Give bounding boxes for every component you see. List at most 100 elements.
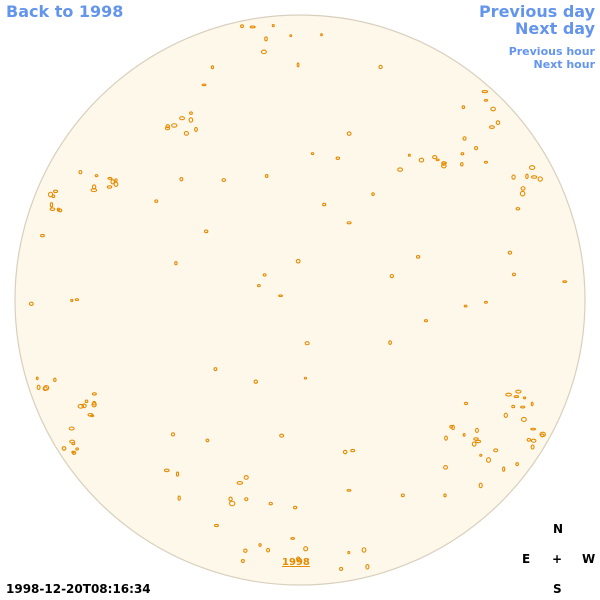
contour [295, 258, 301, 264]
contour [513, 395, 520, 399]
contour [462, 433, 466, 437]
contour [537, 176, 543, 182]
contour [61, 446, 67, 451]
contour [443, 493, 447, 498]
contour [264, 174, 269, 178]
contour [432, 155, 438, 160]
contour [201, 83, 207, 87]
contour [53, 377, 57, 383]
contour [371, 192, 375, 197]
contour [87, 412, 94, 417]
contour [388, 340, 392, 345]
contour [503, 412, 508, 418]
contour [473, 437, 479, 441]
contour [460, 162, 464, 167]
contour [322, 202, 327, 207]
contour [258, 543, 262, 547]
contour [347, 550, 351, 555]
contour [339, 566, 344, 571]
contour [81, 403, 87, 409]
contour [461, 105, 466, 110]
west-label: W [582, 552, 596, 566]
contour [36, 384, 41, 390]
previous-day-link[interactable]: Previous day [478, 2, 595, 21]
contour [505, 392, 512, 397]
contour [562, 280, 568, 284]
contour [525, 173, 529, 180]
contour [171, 123, 178, 128]
contour [295, 556, 301, 562]
contour [279, 433, 285, 438]
contour [214, 523, 219, 528]
contour [91, 401, 97, 408]
contour [264, 36, 268, 42]
contour [78, 169, 83, 175]
contour [68, 426, 75, 431]
contour [243, 475, 249, 480]
contour [342, 449, 348, 455]
contour [515, 389, 522, 394]
contour [520, 416, 527, 422]
contour [310, 152, 315, 156]
contour [528, 165, 536, 171]
contour [303, 546, 309, 552]
contour [266, 547, 271, 553]
contour [228, 500, 236, 507]
contour [243, 548, 248, 553]
contour [57, 208, 63, 213]
contour [519, 190, 526, 197]
contour [303, 376, 308, 380]
contour [268, 501, 273, 506]
contour [262, 273, 267, 277]
contour [244, 497, 249, 502]
contour [346, 221, 352, 225]
contour [530, 401, 534, 407]
contour [462, 136, 467, 141]
contour [481, 90, 489, 94]
contour [474, 427, 479, 434]
solar-disk [14, 14, 586, 586]
contour [479, 453, 483, 457]
contour [515, 462, 519, 467]
south-label: S [553, 582, 562, 596]
contour [444, 435, 448, 441]
contour [478, 482, 483, 489]
contour [106, 185, 113, 189]
contour [221, 178, 227, 183]
contour [490, 106, 496, 112]
contour [114, 178, 118, 183]
contour [361, 547, 367, 553]
contour [464, 401, 469, 406]
contour [113, 181, 119, 187]
contour [271, 24, 275, 28]
contour [441, 161, 447, 165]
contour [175, 471, 180, 477]
contour [522, 396, 527, 400]
contour [292, 505, 298, 510]
contour [91, 184, 97, 190]
contour [49, 202, 54, 208]
back-link[interactable]: Back to 1998 [6, 2, 124, 21]
contour [110, 179, 115, 185]
contour [346, 131, 352, 136]
contour [189, 111, 193, 115]
contour [507, 250, 513, 255]
contour [165, 124, 170, 129]
next-day-link[interactable]: Next day [515, 19, 595, 38]
contour [183, 130, 189, 136]
contour [495, 120, 501, 126]
contour [53, 189, 59, 194]
contour [485, 457, 492, 463]
contour [526, 437, 532, 442]
previous-hour-link[interactable]: Previous hour [508, 45, 595, 58]
contour [471, 441, 477, 447]
contour [40, 233, 45, 238]
contour [539, 431, 546, 438]
contour [350, 448, 356, 453]
next-hour-link[interactable]: Next hour [533, 58, 596, 71]
contour [253, 379, 259, 384]
contour [378, 64, 383, 70]
contour [483, 160, 489, 164]
contour [483, 98, 489, 102]
year-link[interactable]: 1998 [282, 557, 310, 568]
